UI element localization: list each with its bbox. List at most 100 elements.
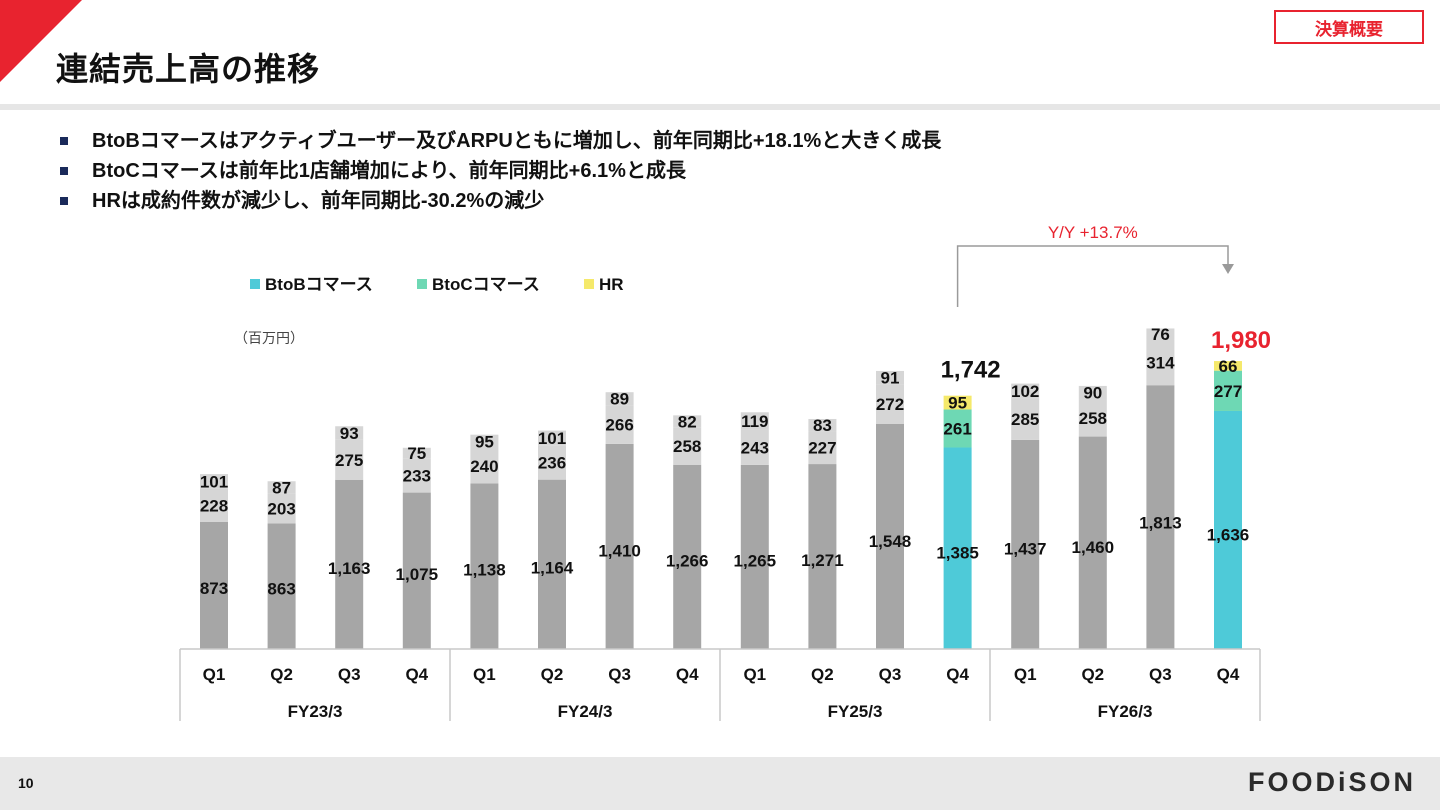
bar-segment [1146,385,1175,649]
bar-segment [402,492,431,649]
header-divider [0,104,1440,110]
bullet-square-icon [60,167,68,175]
bar-value-label: 1,163 [328,559,371,578]
x-tick-label: Q3 [608,665,631,684]
bar-segment [470,448,499,484]
legend-label: BtoBコマース [265,275,373,294]
bar-segment [335,426,364,440]
bar-value-label: 1,813 [1139,513,1182,532]
x-tick-label: Q2 [1081,665,1104,684]
bar-segment [605,443,634,649]
x-tick-label: Q2 [541,665,564,684]
bar-value-label: 66 [1219,357,1238,376]
bar-value-label: 1,410 [598,542,641,561]
bar-value-label: 1,075 [396,565,439,584]
x-tick-label: Q1 [1014,665,1037,684]
bar-segment [943,447,972,649]
x-tick-label: Q2 [270,665,293,684]
bar-segment [1078,385,1107,400]
bar-segment [808,431,837,465]
bar-value-label: 87 [272,479,291,498]
bar-segment [200,521,228,649]
x-tick-label: Q4 [676,665,699,684]
bar-segment [1078,436,1107,649]
bar-segment [1146,339,1175,386]
arrow-down-icon [1222,264,1234,274]
bar-value-label: 75 [407,444,426,463]
bullet-square-icon [60,137,68,145]
bullet-square-icon [60,197,68,205]
bar-value-label: 228 [200,496,228,515]
bar-value-label: 275 [335,451,363,470]
brand-logo: FOODiSON [1247,767,1416,797]
bar-segment [267,493,296,524]
bar-segment [673,464,702,649]
bar-segment [335,439,364,480]
bar-segment [808,464,837,649]
bullet-text: HRは成約件数が減少し、前年同期比-30.2%の減少 [92,190,545,212]
fiscal-year-label: FY26/3 [1098,702,1153,721]
bar-segment [1011,439,1040,649]
corner-accent [0,0,82,82]
bar-value-label: 314 [1146,353,1175,372]
bullet-item: BtoBコマースはアクティブユーザー及びARPUともに増加し、前年同期比+18.… [60,126,941,156]
bar-segment [1078,399,1107,437]
bar-segment [335,479,364,649]
unit-label: （百万円） [234,330,304,346]
bar-value-label: 83 [813,416,832,435]
bar-value-label: 90 [1083,383,1102,402]
bar-value-label: 1,437 [1004,540,1047,559]
bar-value-label: 285 [1011,410,1039,429]
total-label: 1,742 [941,357,1001,384]
bar-segment [1146,328,1175,340]
bar-value-label: 76 [1151,325,1170,344]
x-tick-label: Q2 [811,665,834,684]
bar-segment [943,409,972,448]
bar-segment [1011,383,1040,399]
page-title: 連結売上高の推移 [56,51,321,87]
bar-segment [1214,370,1242,411]
yoy-label: Y/Y +13.7% [1048,223,1138,242]
bar-value-label: 1,164 [531,559,574,578]
bar-value-label: 266 [605,415,633,434]
fiscal-year-label: FY23/3 [288,702,343,721]
bar-value-label: 1,138 [463,561,506,580]
bar-segment [200,474,228,489]
bar-value-label: 89 [610,390,629,409]
bullet-item: BtoCコマースは前年比1店舗増加により、前年同期比+6.1%と成長 [60,156,941,186]
bar-segment [808,418,837,432]
bar-value-label: 227 [808,439,836,458]
bar-value-label: 277 [1214,382,1242,401]
bar-value-label: 1,460 [1072,538,1115,557]
summary-bullets: BtoBコマースはアクティブユーザー及びARPUともに増加し、前年同期比+18.… [60,126,941,216]
bar-segment [740,412,769,430]
bar-value-label: 102 [1011,382,1039,401]
x-tick-label: Q4 [405,665,428,684]
bar-value-label: 95 [948,394,967,413]
bar-value-label: 240 [470,457,498,476]
bar-segment [402,447,431,459]
bar-value-label: 1,265 [734,552,777,571]
bar-value-label: 1,385 [936,543,979,562]
bar-segment [740,429,769,465]
bar-segment [200,488,228,522]
bullet-text: BtoBコマースはアクティブユーザー及びARPUともに増加し、前年同期比+18.… [92,130,942,152]
footer: 10 FOODiSON [0,757,1440,810]
x-tick-label: Q4 [1217,665,1240,684]
x-tick-label: Q3 [338,665,361,684]
fiscal-year-label: FY24/3 [558,702,613,721]
bar-value-label: 1,266 [666,552,709,571]
bar-value-label: 233 [403,467,431,486]
bar-segment [876,370,904,385]
bar-value-label: 243 [741,438,769,457]
x-tick-label: Q4 [946,665,969,684]
bar-segment [402,458,431,493]
x-tick-label: Q1 [473,665,496,684]
bar-value-label: 93 [340,424,359,443]
bullet-text: BtoCコマースは前年比1店舗増加により、前年同期比+6.1%と成長 [92,160,686,182]
bar-segment [605,405,634,444]
bar-value-label: 91 [881,369,900,388]
yoy-connector [956,245,1229,307]
bar-value-label: 101 [200,472,228,491]
bar-value-label: 272 [876,395,904,414]
